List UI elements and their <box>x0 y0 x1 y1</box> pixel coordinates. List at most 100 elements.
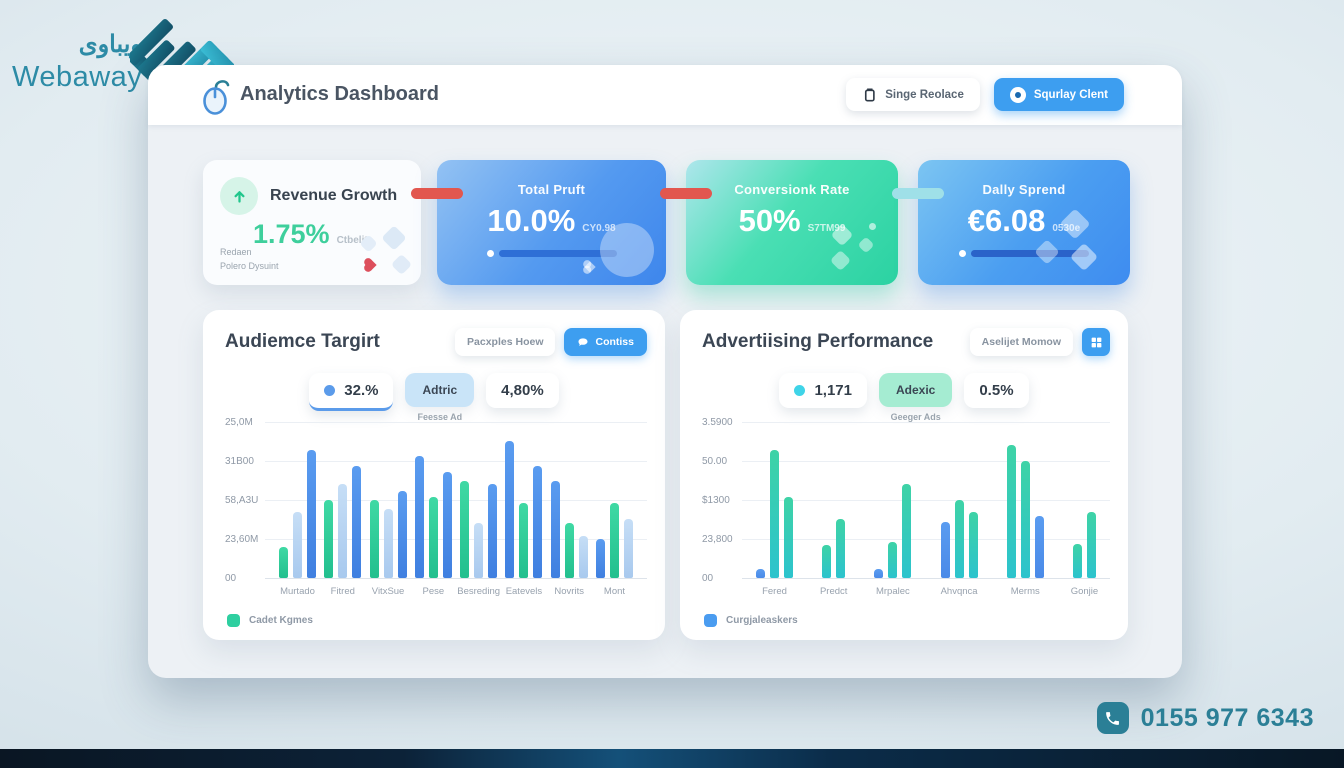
bar-group: Fered <box>756 422 793 597</box>
chart-bar <box>307 450 316 578</box>
advertising-chart: 3.5900 50.00 $1300 23,800 00 Fered Predct Mrpa… <box>698 416 1110 597</box>
stat-chip-secondary: 4,80% <box>486 373 559 408</box>
chart-bar <box>460 481 470 578</box>
x-axis-label: VitxSue <box>371 586 405 597</box>
dashboard-window: Analytics Dashboard Singe Reolace Squrla… <box>148 65 1182 678</box>
panel-filter-chip[interactable]: Pacxples Hoew <box>455 328 556 356</box>
bar-plot: Fered Predct Mrpalec Ahvqnca Merms Gonjie <box>742 422 1110 597</box>
y-axis: 3.5900 50.00 $1300 23,800 00 <box>702 416 733 584</box>
page-title: Analytics Dashboard <box>240 83 439 105</box>
filter-chip[interactable]: Adexic <box>878 373 953 407</box>
filter-chip-sublabel: Feesse Ad <box>417 412 463 422</box>
filter-chip[interactable]: Adtric <box>405 373 475 407</box>
chart-legend: Cadet Kgmes <box>227 614 313 627</box>
stat-card-suffix: CY0.98 <box>582 223 616 234</box>
bar-group: VitxSue <box>369 422 407 597</box>
chart-bar <box>505 440 515 578</box>
stat-card-title: Conversionk Rate <box>734 182 850 197</box>
chart-bar <box>397 490 407 578</box>
brand-arabic-name: ويباوى <box>78 31 142 58</box>
panel-filter-chip[interactable]: Aselijet Momow <box>969 328 1073 356</box>
stat-card-total-profit: Total Pruft 10.0% CY0.98 <box>411 160 666 285</box>
x-axis-label: Fitred <box>330 586 355 597</box>
arrow-up-icon <box>220 177 258 215</box>
chart-bar <box>623 518 633 578</box>
stat-card-suffix: S7TM99 <box>807 223 846 234</box>
stat-card-title: Revenue Growth <box>270 187 398 204</box>
panel-title: Advertiising Performance <box>702 331 934 352</box>
stat-card-value: 1.75% <box>253 219 330 249</box>
chart-bar <box>488 484 498 578</box>
decor-pill <box>660 188 712 199</box>
dashboard-header: Analytics Dashboard Singe Reolace Squrla… <box>148 65 1182 125</box>
chart-bar <box>1006 445 1016 578</box>
x-axis-label: Murtado <box>280 586 315 597</box>
stat-chip-primary[interactable]: 32.% <box>309 373 394 411</box>
dot-icon <box>324 385 336 396</box>
bottom-accent-bar <box>0 749 1344 768</box>
stat-card-footnotes: Redaen Polero Dysuint <box>220 246 279 273</box>
bar-group: Besreding <box>457 422 500 597</box>
stat-card-revenue-growth: Revenue Growth 1.75% Ctbelite Redaen Pol… <box>203 160 421 285</box>
chart-bar <box>428 496 438 578</box>
chart-bar <box>770 450 779 578</box>
chart-bar <box>756 568 765 578</box>
chart-bar <box>519 503 529 578</box>
panel-grid-button[interactable] <box>1082 328 1110 356</box>
stat-chip-value: 1,171 <box>814 382 852 399</box>
bar-group: Mrpalec <box>874 422 912 597</box>
legend-label: Cadet Kgmes <box>249 615 313 626</box>
report-button[interactable]: Singe Reolace <box>846 78 980 111</box>
primary-action-button[interactable]: Squrlay Clent <box>993 78 1124 111</box>
chart-bar <box>968 512 978 578</box>
x-axis-label: Ahvqnca <box>940 586 978 597</box>
bar-group: Murtado <box>279 422 316 597</box>
bar-group: Pese <box>414 422 452 597</box>
target-icon <box>1009 86 1026 103</box>
chart-bar <box>940 521 950 578</box>
chart-bar <box>1020 461 1030 578</box>
chart-bar <box>338 484 348 578</box>
stat-chip-primary[interactable]: 1,171 <box>779 373 867 408</box>
stat-chip-secondary: 0.5% <box>964 373 1029 408</box>
stat-chip-value: 32.% <box>344 382 379 399</box>
x-axis-label: Pese <box>422 586 445 597</box>
x-axis-label: Eatevels <box>505 586 543 597</box>
bar-plot: Murtado Fitred VitxSue Pese Besreding Eatevel… <box>265 422 647 597</box>
panel-action-label: Contiss <box>595 336 634 348</box>
x-axis-label: Mont <box>603 586 626 597</box>
chart-bar <box>279 546 288 578</box>
chart-bar <box>836 518 846 578</box>
chart-bar <box>1072 543 1082 578</box>
bar-group: Predct <box>820 422 847 597</box>
brand-block: ويباوى Webaway <box>12 30 144 94</box>
legend-label: Curgjaleaskers <box>726 615 798 626</box>
footnote-line: Redaen <box>220 247 252 257</box>
stat-card-value: 10.0% <box>487 203 576 238</box>
clipboard-icon <box>865 87 875 101</box>
chart-bar <box>533 465 543 578</box>
chart-bar <box>874 568 884 578</box>
grid-icon <box>1091 337 1101 347</box>
panel-action-button[interactable]: Contiss <box>564 328 647 356</box>
x-axis-label: Mrpalec <box>875 586 910 597</box>
dot-icon <box>794 385 806 396</box>
x-axis-label: Gonjie <box>1070 586 1099 597</box>
advertising-panel: Advertiising Performance Aselijet Momow <box>680 310 1128 640</box>
stat-card-suffix: Ctbelite <box>336 235 374 246</box>
phone-number: 0155 977 6343 <box>1140 703 1314 732</box>
chart-bar <box>442 471 452 578</box>
stat-chip-value: 0.5% <box>979 382 1014 399</box>
chart-panels-row: Audiemce Targirt Pacxples Hoew Contiss <box>203 310 1128 640</box>
x-axis-label: Besreding <box>457 586 501 597</box>
bar-group: Mont <box>595 422 633 597</box>
progress-bar <box>918 250 1130 257</box>
bar-group: Gonjie <box>1071 422 1098 597</box>
x-axis-label: Novrits <box>554 586 584 597</box>
gridline <box>265 539 647 540</box>
panel-title: Audiemce Targirt <box>225 331 380 352</box>
bar-group: Novrits <box>550 422 588 597</box>
chart-bar <box>293 512 302 578</box>
stat-card-title: Total Pruft <box>517 182 586 197</box>
chart-bar <box>595 539 605 578</box>
